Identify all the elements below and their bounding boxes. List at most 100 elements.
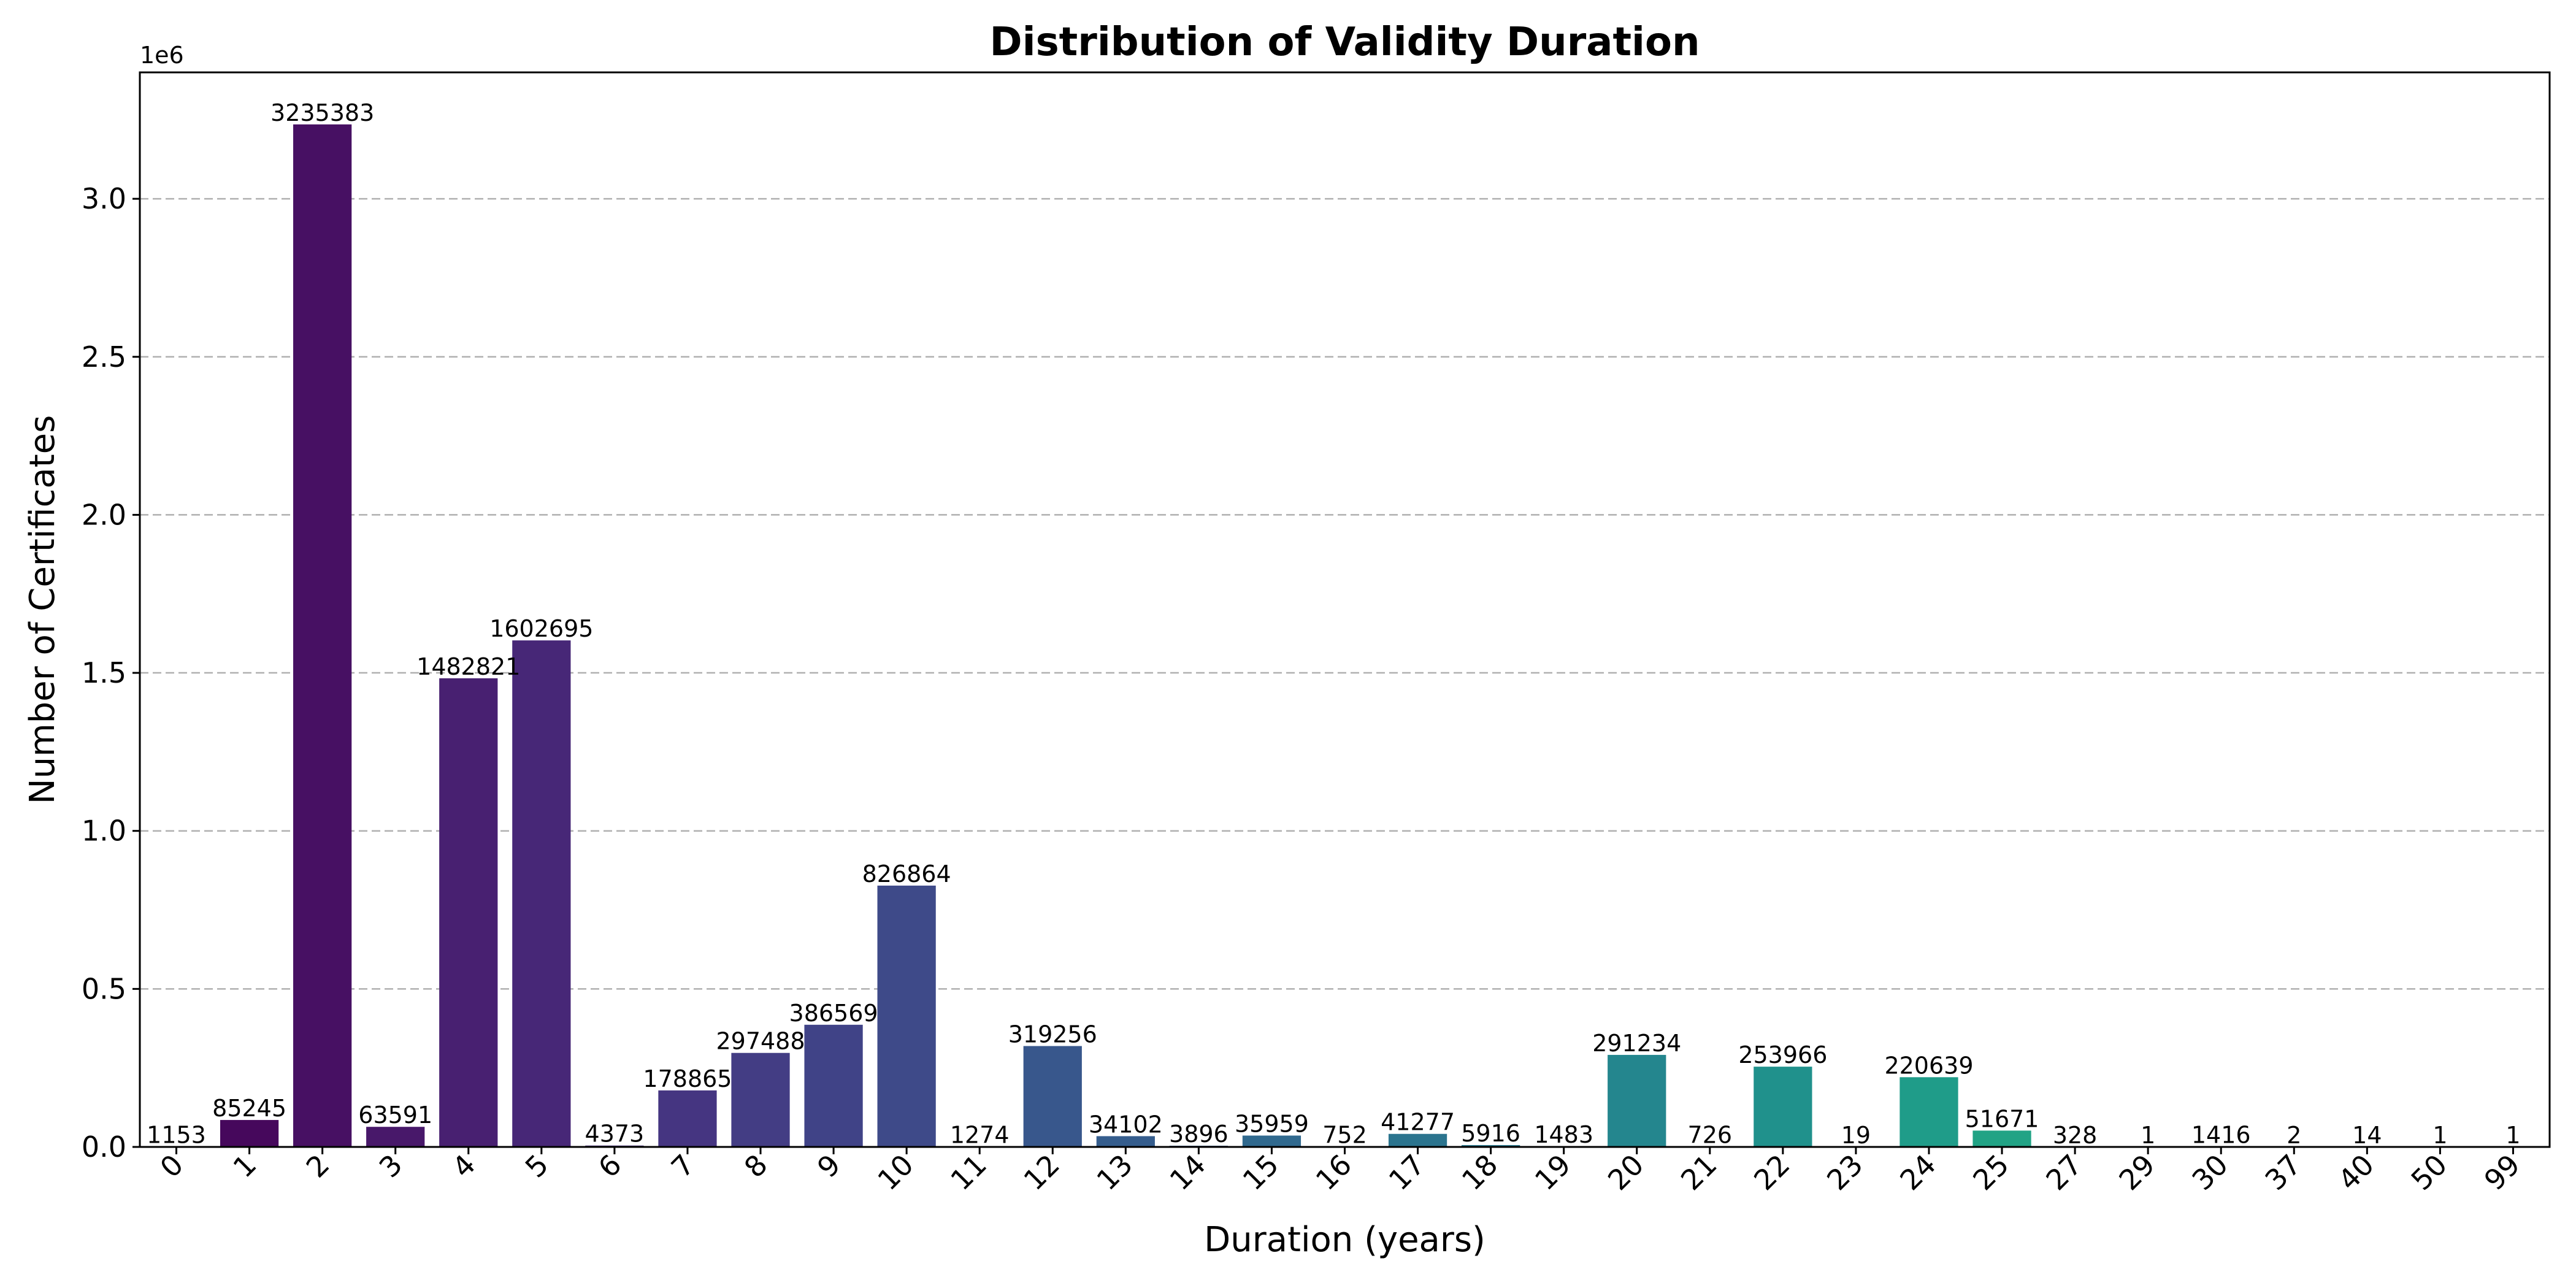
bar-value-label: 1416 bbox=[2191, 1121, 2251, 1148]
x-tick-label: 4 bbox=[446, 1148, 482, 1184]
bar-value-label: 1 bbox=[2141, 1122, 2155, 1149]
x-tick-label: 40 bbox=[2332, 1148, 2381, 1197]
bar-value-label: 3896 bbox=[1169, 1121, 1229, 1148]
x-tick-label: 21 bbox=[1674, 1148, 1723, 1197]
x-tick-label: 8 bbox=[738, 1148, 774, 1184]
y-axis-ticks: 0.0 0.5 1.0 1.5 2.0 2.5 3.0 bbox=[82, 182, 140, 1163]
bar-value-label: 386569 bbox=[789, 1000, 878, 1027]
bar-22 bbox=[1754, 1067, 1812, 1147]
bar-value-label: 63591 bbox=[358, 1102, 432, 1129]
bar-value-label: 19 bbox=[1841, 1122, 1871, 1149]
y-axis-offset-label: 1e6 bbox=[140, 42, 184, 69]
x-tick-label: 27 bbox=[2039, 1148, 2088, 1197]
bars bbox=[147, 124, 2543, 1147]
x-tick-label: 12 bbox=[1017, 1148, 1066, 1197]
bar-value-label: 1153 bbox=[147, 1121, 206, 1148]
bar-9 bbox=[804, 1024, 863, 1147]
bar-value-label: 178865 bbox=[643, 1065, 732, 1092]
x-tick-label: 14 bbox=[1163, 1148, 1213, 1197]
bar-8 bbox=[731, 1052, 790, 1147]
x-axis-label: Duration (years) bbox=[1204, 1220, 1485, 1260]
bar-value-label: 41277 bbox=[1381, 1109, 1455, 1136]
x-tick-label: 7 bbox=[665, 1148, 701, 1184]
bar-15 bbox=[1242, 1135, 1301, 1147]
bar-value-label: 291234 bbox=[1592, 1030, 1681, 1057]
bar-value-label: 34102 bbox=[1089, 1111, 1163, 1138]
bar-value-label: 5916 bbox=[1461, 1120, 1520, 1147]
x-tick-label: 15 bbox=[1236, 1148, 1286, 1197]
bar-value-label: 1483 bbox=[1534, 1121, 1593, 1148]
bar-5 bbox=[512, 640, 571, 1147]
plot-frame bbox=[139, 71, 2551, 1148]
y-tick-label: 3.0 bbox=[82, 182, 126, 215]
x-tick-label: 2 bbox=[300, 1148, 336, 1184]
bar-value-label: 1 bbox=[2432, 1122, 2447, 1149]
bar-value-label: 297488 bbox=[716, 1028, 805, 1055]
bar-20 bbox=[1608, 1054, 1666, 1147]
x-tick-label: 30 bbox=[2185, 1148, 2234, 1197]
bar-25 bbox=[1972, 1130, 2031, 1147]
x-tick-label: 13 bbox=[1091, 1148, 1140, 1197]
bar-value-label: 220639 bbox=[1884, 1052, 1973, 1079]
bar-4 bbox=[439, 678, 498, 1147]
bar-value-label: 2 bbox=[2287, 1122, 2301, 1149]
y-tick-label: 0.5 bbox=[82, 972, 126, 1005]
y-tick-label: 1.5 bbox=[82, 656, 126, 689]
bar-value-label: 3235383 bbox=[270, 99, 374, 126]
bar-value-label: 826864 bbox=[862, 861, 951, 887]
x-tick-label: 11 bbox=[944, 1148, 993, 1197]
bar-value-label: 253966 bbox=[1738, 1041, 1827, 1068]
x-tick-label: 6 bbox=[592, 1148, 628, 1184]
x-tick-label: 3 bbox=[373, 1148, 409, 1184]
bar-7 bbox=[658, 1090, 717, 1147]
gridlines bbox=[140, 197, 2550, 990]
bar-value-label: 4373 bbox=[585, 1121, 645, 1148]
bar-18 bbox=[1461, 1144, 1520, 1147]
x-tick-label: 5 bbox=[519, 1148, 555, 1184]
x-tick-label: 22 bbox=[1747, 1148, 1796, 1197]
bar-10 bbox=[877, 885, 936, 1147]
x-tick-label: 16 bbox=[1309, 1148, 1359, 1197]
y-tick-label: 2.5 bbox=[82, 340, 126, 374]
bar-12 bbox=[1023, 1046, 1082, 1147]
bar-24 bbox=[1899, 1077, 1958, 1147]
bar-value-label: 752 bbox=[1322, 1122, 1367, 1149]
axes bbox=[139, 71, 2551, 1148]
x-tick-label: 17 bbox=[1382, 1148, 1432, 1197]
bar-2 bbox=[293, 124, 352, 1147]
y-tick-label: 0.0 bbox=[82, 1130, 126, 1163]
x-tick-label: 9 bbox=[811, 1148, 847, 1184]
x-tick-label: 25 bbox=[1966, 1148, 2015, 1197]
bar-3 bbox=[366, 1127, 425, 1147]
bar-value-label: 85245 bbox=[212, 1095, 286, 1122]
x-tick-label: 37 bbox=[2258, 1148, 2307, 1197]
x-tick-label: 10 bbox=[871, 1148, 920, 1197]
x-tick-label: 24 bbox=[1893, 1148, 1942, 1197]
bar-value-label: 328 bbox=[2053, 1122, 2098, 1149]
x-tick-label: 50 bbox=[2405, 1148, 2454, 1197]
x-tick-label: 18 bbox=[1455, 1148, 1505, 1197]
y-axis-label: Number of Certificates bbox=[23, 415, 63, 805]
bar-13 bbox=[1096, 1136, 1155, 1147]
bar-value-label: 1 bbox=[2505, 1122, 2520, 1149]
x-tick-label: 29 bbox=[2112, 1148, 2161, 1197]
y-tick-label: 2.0 bbox=[82, 498, 126, 531]
bar-value-label: 1602695 bbox=[489, 615, 593, 642]
bar-value-label: 1482821 bbox=[416, 653, 520, 680]
bar-value-label: 726 bbox=[1688, 1122, 1733, 1149]
bar-value-label: 14 bbox=[2352, 1122, 2382, 1149]
x-tick-label: 19 bbox=[1528, 1148, 1577, 1197]
bar-value-label: 51671 bbox=[1965, 1105, 2039, 1132]
bar-value-label: 319256 bbox=[1008, 1021, 1097, 1048]
x-axis-ticks: 0 1 2 3 4 5 6 7 8 9 10 11 12 13 14 15 16 17 18 19 20 21 22 23 24… bbox=[153, 1147, 2526, 1197]
chart-title: Distribution of Validity Duration bbox=[990, 20, 1700, 65]
x-tick-label: 20 bbox=[1601, 1148, 1650, 1197]
bar-value-label: 1274 bbox=[950, 1121, 1010, 1148]
bar-1 bbox=[220, 1120, 279, 1147]
x-tick-label: 0 bbox=[153, 1148, 190, 1184]
x-tick-label: 23 bbox=[1820, 1148, 1869, 1197]
bar-value-label: 35959 bbox=[1235, 1110, 1309, 1137]
y-tick-label: 1.0 bbox=[82, 815, 126, 848]
